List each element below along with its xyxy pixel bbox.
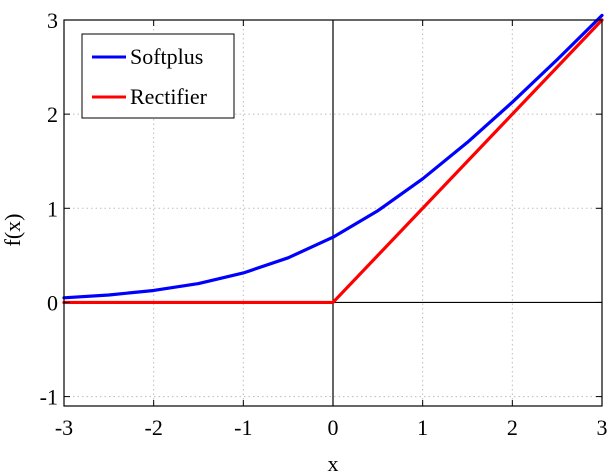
legend-box — [81, 33, 235, 119]
y-tick-label: 1 — [47, 196, 58, 221]
x-tick-label: -1 — [234, 415, 252, 440]
ticks: -3 -2 -1 0 1 2 3 -1 0 1 2 3 — [40, 8, 608, 440]
x-tick-label: 1 — [417, 415, 428, 440]
y-axis-label: f(x) — [0, 214, 25, 247]
y-tick-label: 2 — [47, 102, 58, 127]
y-tick-label: -1 — [40, 385, 58, 410]
y-tick-label: 3 — [47, 8, 58, 33]
x-tick-label: 3 — [597, 415, 608, 440]
legend: Softplus Rectifier — [81, 33, 235, 119]
legend-label-softplus: Softplus — [130, 44, 203, 69]
series-layer — [62, 13, 604, 305]
series-line-softplus — [62, 13, 604, 300]
x-tick-label: 2 — [507, 415, 518, 440]
x-tick-label: -3 — [55, 415, 73, 440]
y-tick-label: 0 — [47, 290, 58, 315]
x-tick-label: -2 — [145, 415, 163, 440]
series-line-rectifier — [62, 18, 604, 305]
legend-label-rectifier: Rectifier — [130, 84, 208, 109]
x-tick-label: 0 — [328, 415, 339, 440]
x-axis-label: x — [328, 451, 339, 474]
